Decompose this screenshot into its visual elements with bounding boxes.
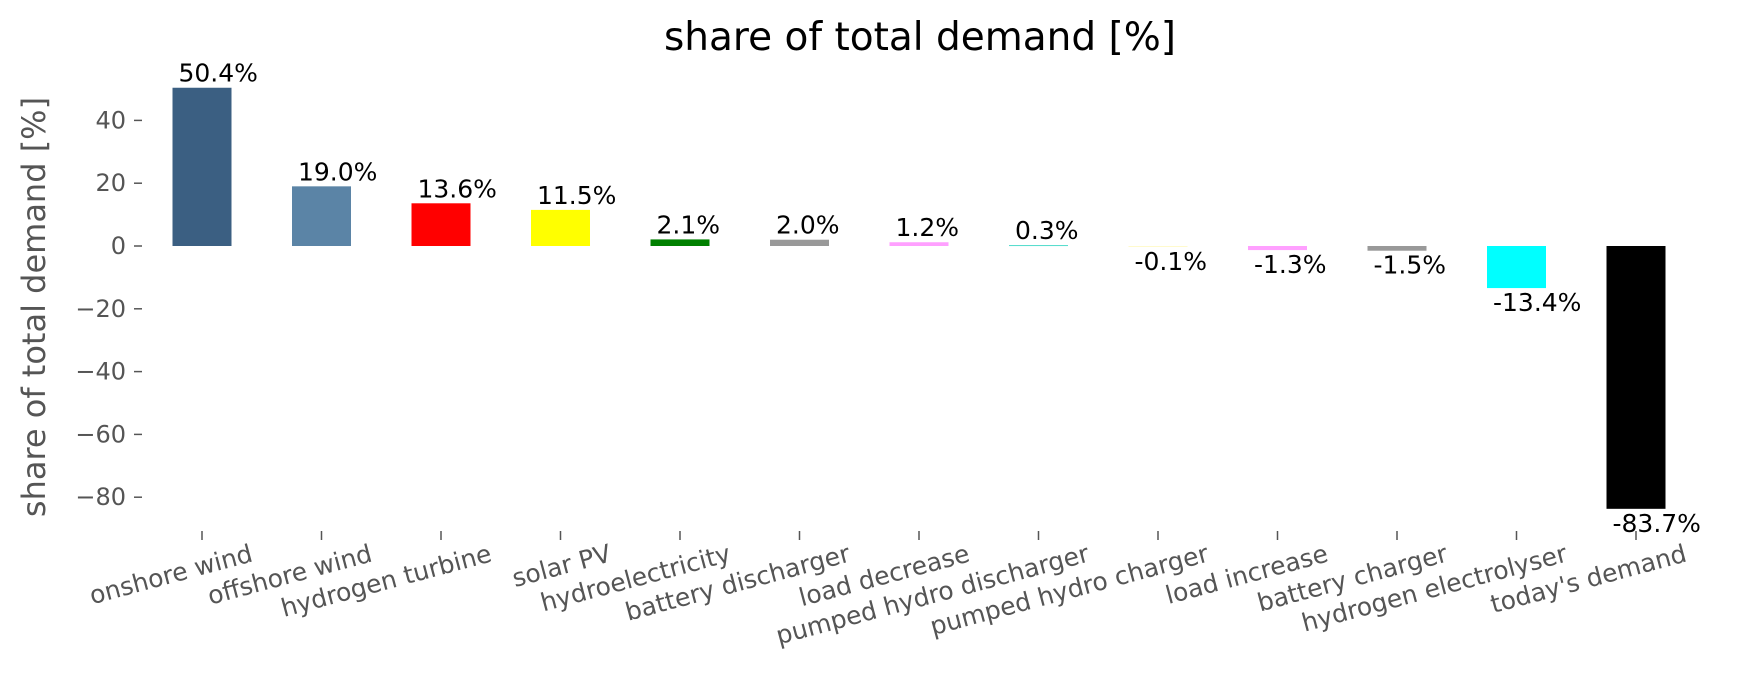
bar-offshore-wind (292, 186, 351, 246)
bar-hydroelectricity (650, 239, 710, 246)
data-label: 0.3% (1015, 216, 1079, 245)
data-label: 19.0% (298, 157, 377, 186)
y-tick-label: −20 (75, 295, 126, 323)
data-label: 1.2% (896, 213, 960, 242)
y-tick-label: −80 (75, 483, 126, 511)
bar-onshore-wind (172, 87, 232, 246)
bar-pumped-hydro-charger (1128, 246, 1188, 247)
data-label: 50.4% (179, 59, 258, 88)
y-tick-label: −60 (75, 420, 126, 448)
bar-battery-discharger (770, 239, 829, 246)
y-tick-label: −40 (75, 358, 126, 386)
y-tick-label: 0 (111, 232, 126, 260)
chart-title: share of total demand [%] (664, 15, 1176, 60)
data-label: 11.5% (537, 181, 616, 210)
bar-today-s-demand (1606, 246, 1666, 509)
bar-hydrogen-electrolyser (1487, 246, 1546, 289)
bar-load-increase (1248, 246, 1307, 251)
data-label: 13.6% (418, 174, 497, 203)
bar-hydrogen-turbine (411, 203, 471, 246)
data-label: -13.4% (1493, 288, 1581, 317)
data-label: -1.5% (1374, 251, 1447, 280)
data-label: -83.7% (1613, 509, 1701, 538)
data-labels: 50.4% 19.0% 13.6% 11.5% 2.1% 2.0% 1.2% 0.3% -0.1… (179, 59, 1701, 538)
bar-load-decrease (889, 242, 949, 246)
bar-solar-pv (531, 209, 590, 246)
y-tick-label: 20 (95, 169, 126, 197)
bar-battery-charger (1367, 246, 1427, 251)
data-label: -1.3% (1254, 250, 1327, 279)
y-axis: 40 20 0 −20 −40 −60 −80 (75, 106, 142, 511)
y-tick-label: 40 (95, 106, 126, 134)
data-label: -0.1% (1135, 247, 1208, 276)
bar-pumped-hydro-discharger (1009, 245, 1068, 247)
y-axis-label: share of total demand [%] (15, 97, 53, 517)
data-label: 2.1% (657, 210, 721, 239)
data-label: 2.0% (776, 211, 840, 240)
bars (172, 87, 1666, 509)
